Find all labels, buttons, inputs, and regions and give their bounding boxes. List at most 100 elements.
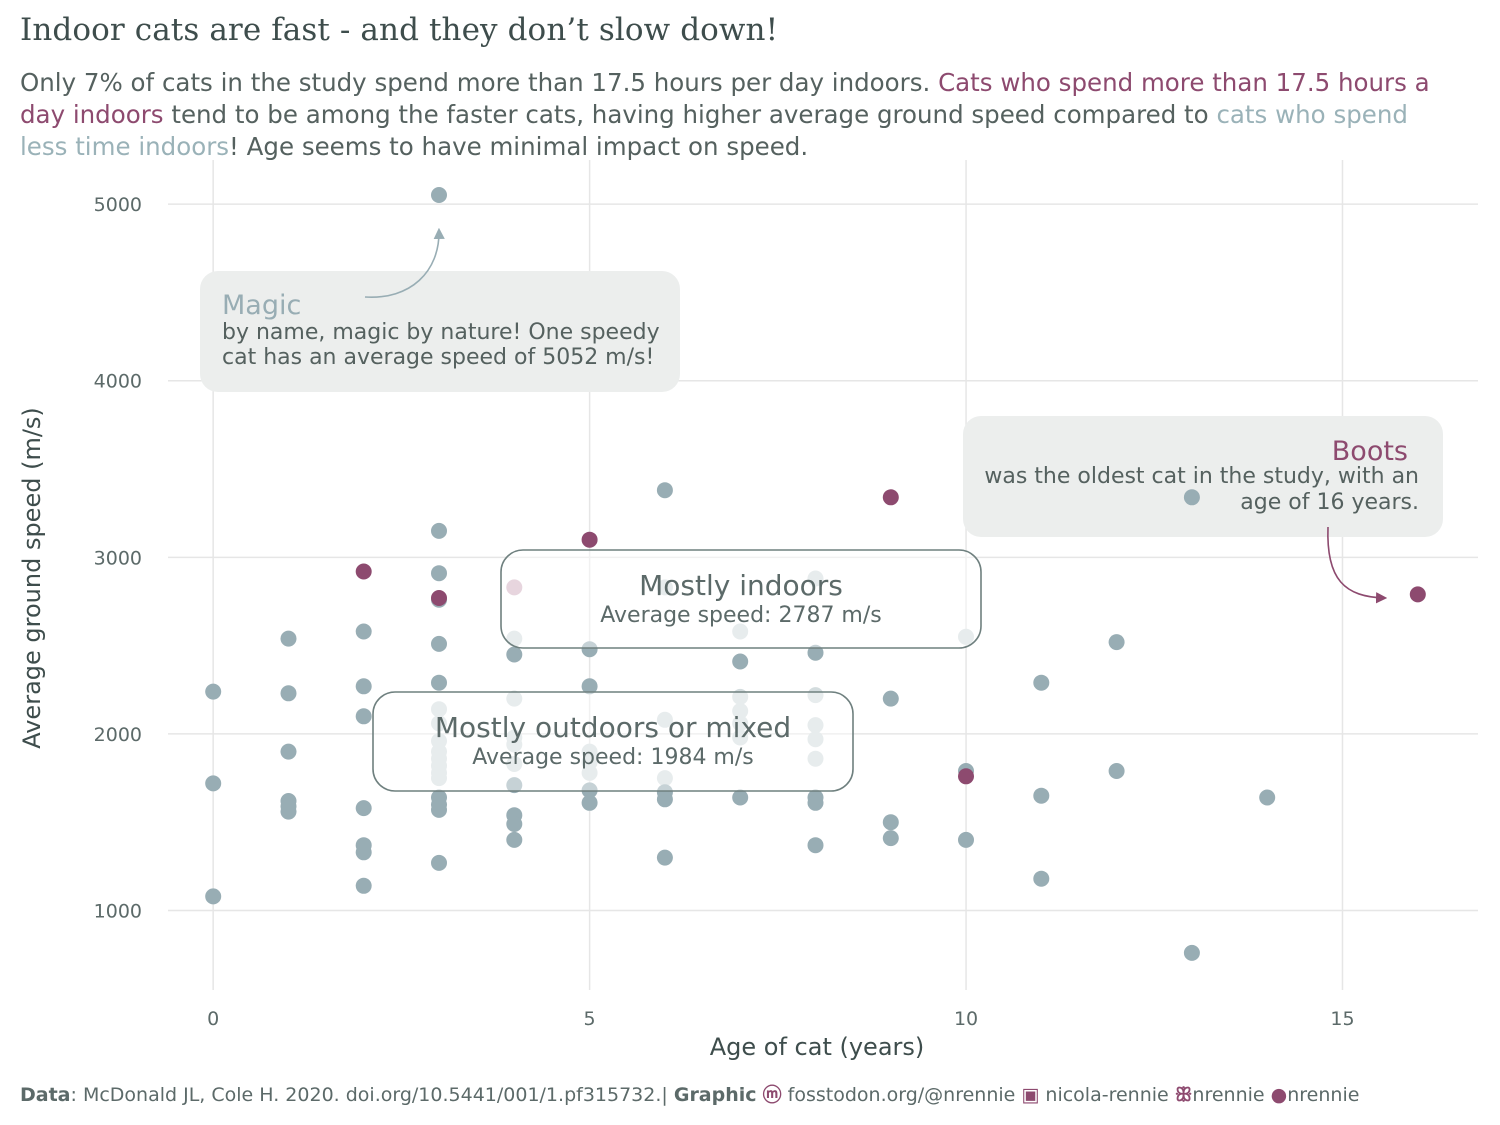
data-point-outdoor [506,777,523,794]
data-point-outdoor-faded [807,687,824,704]
x-tick-label: 15 [1330,1008,1354,1030]
boots-annotation-box [963,416,1443,537]
data-point-outdoor-faded [732,729,749,746]
magic-annotation-box [200,271,680,392]
magic-annotation: Magic by name, magic by nature! One spee… [200,227,680,392]
data-point-outdoor [1033,787,1050,804]
subtitle-highlight-outdoor: cats who spend less time indoors [20,100,1408,161]
data-point-indoor [1409,586,1426,603]
github-icon: ● [1270,1084,1288,1106]
data-point-outdoor [1033,674,1050,691]
data-point-outdoor [1108,634,1125,651]
data-point-outdoor [656,849,673,866]
boots-annotation-title: Boots [1332,436,1408,467]
data-point-outdoor-faded [656,579,673,596]
data-point-outdoor-faded [431,770,447,787]
data-point-indoor [431,590,447,606]
y-tick-label: 3000 [94,547,142,569]
data-point-indoor [581,531,598,548]
data-point-outdoor [431,854,447,871]
data-point-outdoor-faded [656,711,673,728]
data-point-outdoor [205,775,222,792]
data-point-outdoor [882,830,899,847]
data-point-outdoor-faded [958,628,974,645]
data-point-outdoor-faded [656,770,673,787]
outdoors-group-label: Mostly outdoors or mixed Average speed: … [372,691,854,792]
data-point-outdoor-faded [732,688,749,705]
data-point-outdoor [280,685,297,702]
data-point-indoor [958,768,974,785]
data-point-outdoor [355,708,372,725]
data-point-outdoor [1108,763,1125,779]
data-point-outdoor [431,187,447,203]
data-point-outdoor [431,635,447,652]
x-tick-label: 5 [584,1008,596,1030]
data-point-outdoor-faded [732,703,749,719]
data-point-outdoor [506,831,523,848]
data-point-outdoor [882,814,899,831]
y-tick-label: 1000 [94,901,142,923]
data-point-outdoor [431,565,447,582]
caption-bluesky[interactable]: nrennie [1192,1084,1265,1106]
data-point-outdoor [581,794,598,811]
data-point-indoor [355,563,372,580]
outdoors-label-title: Mostly outdoors or mixed [435,711,791,744]
subtitle-text-1: Only 7% of cats in the study spend more … [20,68,939,97]
data-point-outdoor [506,816,523,832]
data-point-outdoor-faded [807,750,824,767]
x-axis-title: Age of cat (years) [710,1033,925,1061]
subtitle-text-3: ! Age seems to have minimal impact on sp… [229,132,809,161]
subtitle-text-2: tend to be among the faster cats, having… [163,100,1217,129]
y-tick-label: 2000 [94,724,142,746]
data-point-outdoor [958,831,974,848]
data-point-outdoor-faded [807,731,824,748]
indoors-label-speed: Average speed: 2787 m/s [600,603,882,628]
indoors-label-title: Mostly indoors [639,569,843,602]
bluesky-icon: ꕥ [1174,1084,1193,1106]
linkedin-icon: ▣ [1021,1084,1040,1106]
boots-annotation-line2: age of 16 years. [1240,490,1419,515]
data-point-outdoor [581,641,598,658]
data-point-outdoor [882,690,899,707]
caption: Data: McDonald JL, Cole H. 2020. doi.org… [20,1080,1359,1107]
boots-annotation: Boots was the oldest cat in the study, w… [963,416,1443,604]
caption-linkedin[interactable]: nicola-rennie [1045,1084,1169,1106]
data-point-outdoor [1033,870,1050,887]
boots-annotation-line1: was the oldest cat in the study, with an [984,464,1419,489]
data-point-outdoor-faded [431,715,447,732]
data-point-outdoor [581,678,598,695]
data-point-indoor [882,489,899,506]
caption-github[interactable]: nrennie [1287,1084,1360,1106]
grid-lines [168,160,1478,990]
indoors-group-label: Mostly indoors Average speed: 2787 m/s [500,549,982,649]
caption-mastodon[interactable]: fosstodon.org/@nrennie [787,1084,1016,1106]
data-point-outdoor [205,683,222,700]
data-point-outdoor [355,800,372,817]
data-point-outdoor-faded [431,701,447,718]
caption-graphic-label: Graphic [673,1084,757,1106]
data-point-outdoor [280,630,297,647]
data-point-outdoor [656,482,673,499]
data-point-outdoor [732,653,749,670]
data-point-outdoor [1259,789,1276,806]
data-point-outdoor-faded [506,756,523,772]
data-point-outdoor-faded [506,736,523,753]
data-point-outdoor [1183,489,1200,506]
data-point-indoor-faded [506,579,523,596]
data-point-outdoor-faded [506,690,523,707]
data-point-outdoor-faded [732,715,749,732]
data-point-outdoor [355,678,372,695]
data-point-outdoor-faded [807,717,824,734]
data-point-outdoor [205,888,222,905]
data-point-outdoor [355,844,372,861]
caption-data-label: Data [20,1084,71,1106]
chart-title: Indoor cats are fast - and they don’t sl… [20,12,779,48]
mastodon-icon: ⓜ [762,1084,782,1106]
data-point-outdoor [431,522,447,539]
magic-annotation-line2: cat has an average speed of 5052 m/s! [222,345,654,370]
data-point-outdoor [807,837,824,854]
x-tick-label: 10 [954,1008,978,1030]
boots-arrow [1327,526,1388,604]
outdoors-label-box [372,691,854,792]
